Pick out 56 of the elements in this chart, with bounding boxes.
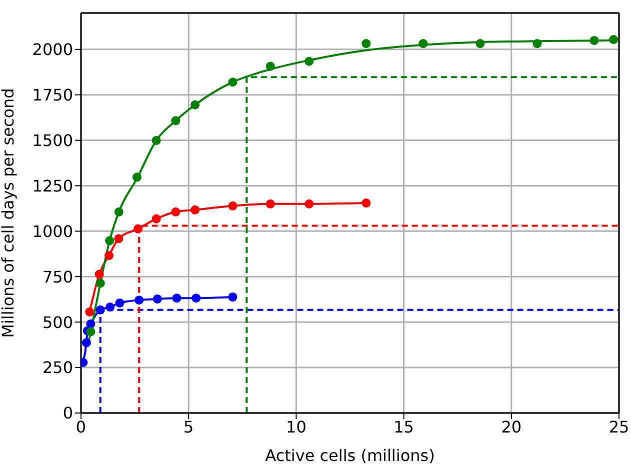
point bbox=[418, 39, 428, 48]
y-tick-label: 2000 bbox=[32, 40, 73, 60]
point bbox=[94, 270, 104, 279]
y-tick-label: 1000 bbox=[32, 222, 73, 241]
point bbox=[609, 35, 618, 44]
point bbox=[228, 201, 238, 210]
y-tick-label: 750 bbox=[42, 267, 73, 286]
x-tick-label: 0 bbox=[76, 417, 86, 436]
point bbox=[96, 305, 105, 314]
point bbox=[115, 298, 124, 308]
point bbox=[86, 319, 96, 328]
point bbox=[86, 327, 96, 336]
point bbox=[96, 278, 105, 288]
y-tick-label: 250 bbox=[42, 358, 73, 378]
point bbox=[105, 236, 114, 246]
x-axis-title: Active cells (millions) bbox=[265, 446, 435, 465]
point bbox=[172, 294, 182, 303]
x-tick-label: 25 bbox=[608, 417, 630, 436]
point bbox=[171, 207, 180, 216]
point bbox=[362, 39, 371, 48]
point bbox=[82, 338, 91, 348]
point bbox=[476, 39, 485, 48]
point bbox=[190, 100, 200, 110]
y-axis-title: Millions of cell days per second bbox=[0, 88, 18, 338]
point bbox=[104, 251, 114, 260]
x-tick-label: 20 bbox=[501, 417, 522, 436]
point bbox=[134, 296, 144, 305]
y-tick-label: 1750 bbox=[32, 86, 73, 104]
point bbox=[114, 234, 124, 244]
point bbox=[362, 198, 371, 208]
point bbox=[304, 56, 314, 66]
x-tick-label: 15 bbox=[394, 417, 414, 436]
point bbox=[192, 294, 201, 303]
point bbox=[171, 116, 180, 126]
y-tick-label: 1500 bbox=[32, 130, 73, 150]
point bbox=[152, 294, 162, 304]
point bbox=[532, 39, 542, 48]
x-tick-label: 5 bbox=[184, 417, 194, 436]
point bbox=[152, 214, 161, 224]
point bbox=[228, 78, 238, 87]
point bbox=[134, 224, 143, 234]
y-tick-label: 1250 bbox=[32, 176, 73, 196]
point bbox=[228, 292, 238, 302]
point bbox=[114, 207, 124, 216]
point bbox=[152, 136, 161, 145]
point bbox=[304, 199, 314, 208]
point bbox=[266, 62, 275, 71]
y-tick-label: 500 bbox=[42, 312, 73, 332]
point bbox=[590, 36, 599, 45]
point bbox=[266, 199, 275, 208]
point bbox=[190, 205, 200, 214]
point bbox=[132, 172, 142, 182]
x-tick-label: 10 bbox=[286, 417, 306, 436]
y-tick-label: 0 bbox=[62, 404, 73, 423]
point bbox=[85, 307, 94, 316]
point bbox=[106, 302, 115, 312]
